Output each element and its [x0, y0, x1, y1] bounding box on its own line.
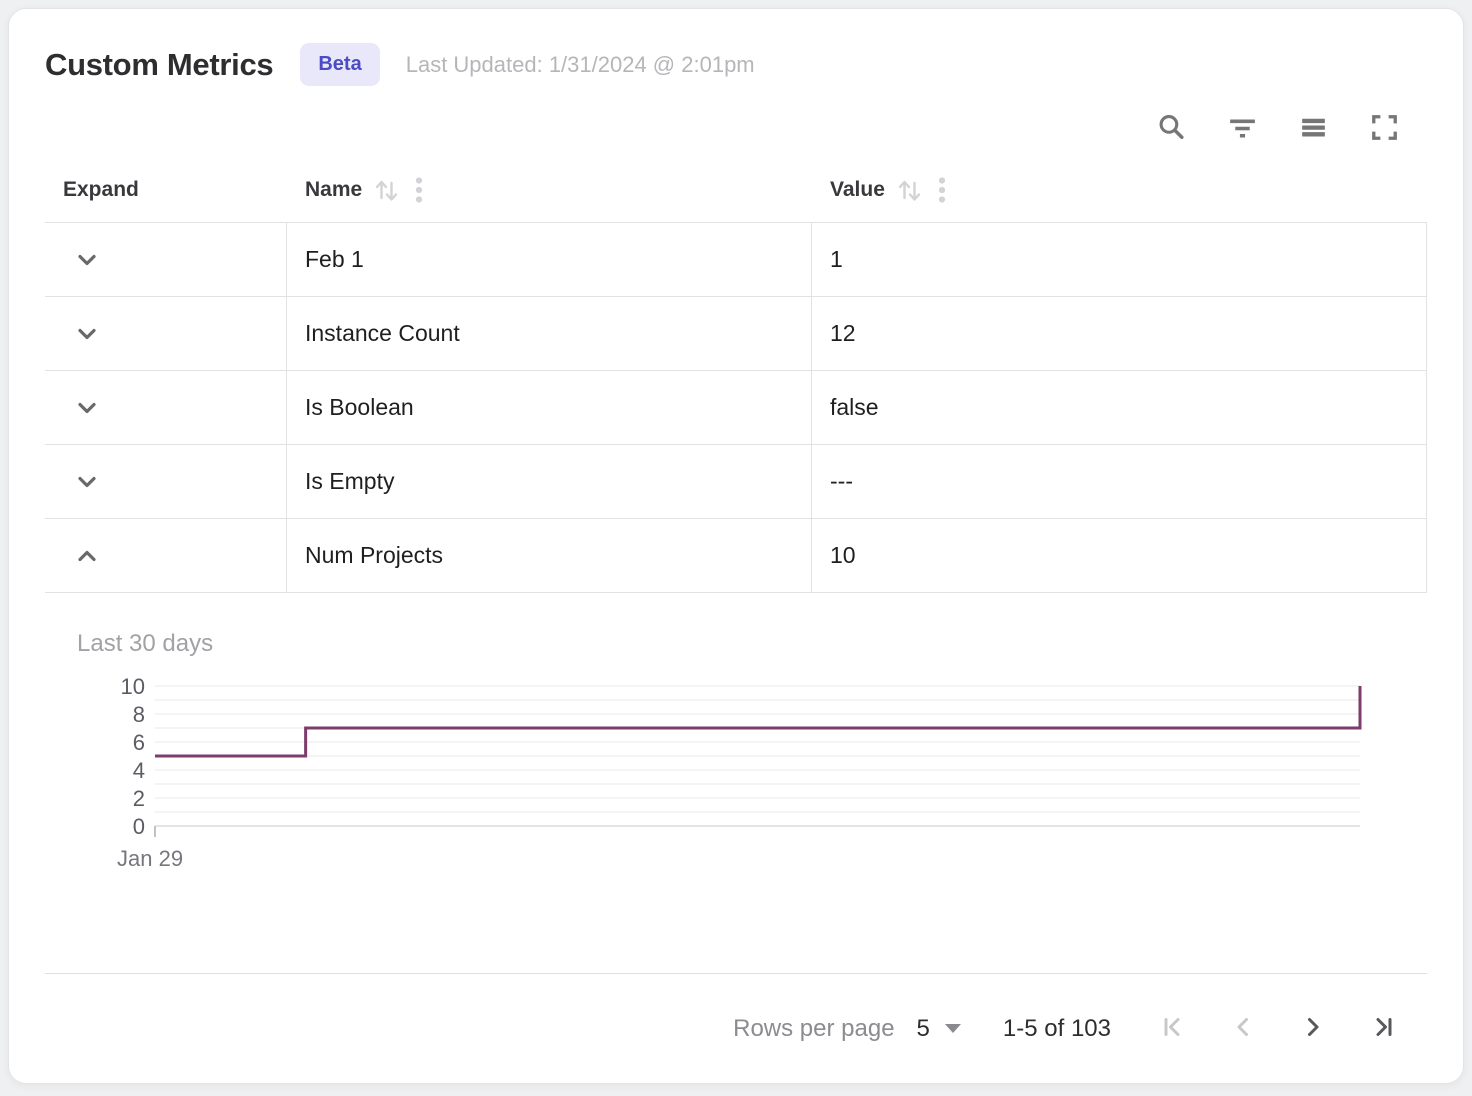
rows-per-page-select[interactable]: 5: [916, 1014, 930, 1042]
column-menu-icon[interactable]: [936, 175, 948, 205]
expand-cell: [45, 519, 287, 592]
name-cell: Num Projects: [287, 519, 812, 592]
name-cell: Instance Count: [287, 297, 812, 370]
first-page-button[interactable]: [1157, 1013, 1189, 1045]
chevron-down-icon: [72, 245, 102, 275]
fullscreen-icon: [1368, 111, 1401, 144]
grid-toolbar: [45, 110, 1427, 144]
value-cell: 10: [812, 519, 1427, 592]
table-body: Feb 1 1 Instance Count 12: [45, 222, 1427, 593]
table-row: Is Empty ---: [45, 445, 1427, 519]
last-page-icon: [1368, 1012, 1398, 1045]
search-icon: [1155, 111, 1188, 144]
chevron-down-icon: [72, 393, 102, 423]
rows-per-page-label: Rows per page: [733, 1014, 895, 1042]
filter-button[interactable]: [1225, 110, 1259, 144]
search-button[interactable]: [1154, 110, 1188, 144]
last-page-button[interactable]: [1367, 1013, 1399, 1045]
value-cell: false: [812, 371, 1427, 444]
value-cell: ---: [812, 445, 1427, 518]
column-header-value[interactable]: Value: [812, 175, 1427, 205]
dropdown-caret-icon[interactable]: [944, 1024, 961, 1033]
previous-page-button[interactable]: [1227, 1013, 1259, 1045]
metric-sparkline: 0 2 4 6 8 10 Jan 29: [117, 676, 1362, 871]
chevron-up-icon: [72, 541, 102, 571]
beta-badge: Beta: [300, 43, 380, 86]
density-button[interactable]: [1296, 110, 1330, 144]
table-row: Is Boolean false: [45, 371, 1427, 445]
header: Custom Metrics Beta Last Updated: 1/31/2…: [45, 43, 1427, 86]
svg-text:10: 10: [121, 676, 145, 699]
chart-title: Last 30 days: [77, 630, 214, 657]
chevron-right-icon: [1298, 1012, 1328, 1045]
table-header-row: Expand Name Value: [45, 158, 1427, 222]
column-header-name-label: Name: [305, 178, 363, 201]
expand-row-button[interactable]: [68, 315, 106, 353]
expand-row-button[interactable]: [68, 463, 106, 501]
row-detail-panel: Last 30 days 0 2 4 6 8 10 Jan 29: [45, 593, 1427, 923]
svg-text:8: 8: [133, 702, 145, 727]
sort-arrows-icon[interactable]: [373, 176, 400, 204]
expand-row-button[interactable]: [68, 241, 106, 279]
value-cell: 12: [812, 297, 1427, 370]
name-cell: Is Boolean: [287, 371, 812, 444]
svg-text:0: 0: [133, 814, 145, 839]
last-updated-text: Last Updated: 1/31/2024 @ 2:01pm: [405, 51, 755, 77]
chevron-down-icon: [72, 319, 102, 349]
expand-cell: [45, 445, 287, 518]
pagination-range-label: 1-5 of 103: [1002, 1014, 1111, 1042]
column-header-value-label: Value: [830, 178, 885, 201]
fullscreen-button[interactable]: [1367, 110, 1401, 144]
expand-row-button[interactable]: [68, 389, 106, 427]
expand-cell: [45, 223, 287, 296]
sort-arrows-icon[interactable]: [896, 176, 923, 204]
column-menu-icon[interactable]: [413, 175, 425, 205]
pagination-footer: Rows per page 5 1-5 of 103: [45, 973, 1427, 1083]
column-header-name[interactable]: Name: [287, 175, 812, 205]
filter-icon: [1226, 111, 1259, 144]
column-header-expand-label: Expand: [63, 178, 139, 201]
pager-controls: [1157, 1013, 1399, 1045]
name-cell: Is Empty: [287, 445, 812, 518]
page-title: Custom Metrics: [45, 46, 274, 82]
expand-cell: [45, 371, 287, 444]
svg-text:Jan 29: Jan 29: [117, 846, 183, 871]
custom-metrics-card: Custom Metrics Beta Last Updated: 1/31/2…: [8, 8, 1464, 1084]
value-cell: 1: [812, 223, 1427, 296]
table-row: Instance Count 12: [45, 297, 1427, 371]
first-page-icon: [1158, 1012, 1188, 1045]
chevron-down-icon: [72, 467, 102, 497]
density-icon: [1297, 111, 1330, 144]
column-header-expand: Expand: [45, 178, 287, 202]
svg-text:4: 4: [133, 758, 145, 783]
table-row: Num Projects 10: [45, 519, 1427, 593]
expand-cell: [45, 297, 287, 370]
collapse-row-button[interactable]: [68, 537, 106, 575]
chevron-left-icon: [1228, 1012, 1258, 1045]
chart-area: 0 2 4 6 8 10 Jan 29: [45, 676, 1427, 876]
table-row: Feb 1 1: [45, 223, 1427, 297]
svg-text:6: 6: [133, 730, 145, 755]
next-page-button[interactable]: [1297, 1013, 1329, 1045]
svg-text:2: 2: [133, 786, 145, 811]
name-cell: Feb 1: [287, 223, 812, 296]
